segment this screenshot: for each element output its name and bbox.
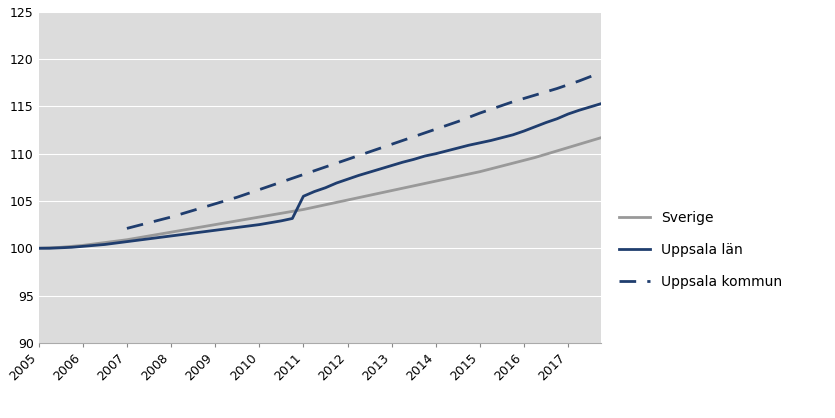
Uppsala kommun	[640, 57, 650, 62]
Uppsala kommun	[199, 205, 209, 210]
Uppsala kommun	[442, 123, 452, 128]
Legend: Sverige, Uppsala län, Uppsala kommun: Sverige, Uppsala län, Uppsala kommun	[614, 206, 787, 295]
Uppsala kommun	[431, 127, 441, 132]
Uppsala kommun	[276, 180, 286, 185]
Uppsala kommun	[607, 66, 617, 71]
Uppsala kommun	[365, 149, 375, 154]
Uppsala kommun	[508, 99, 518, 104]
Uppsala kommun	[342, 157, 352, 162]
Uppsala län	[640, 89, 650, 94]
Sverige	[607, 134, 617, 139]
Uppsala kommun	[475, 111, 485, 116]
Uppsala kommun	[221, 198, 231, 203]
Uppsala kommun	[463, 115, 473, 120]
Uppsala kommun	[552, 86, 562, 91]
Sverige	[33, 246, 43, 251]
Uppsala kommun	[144, 220, 154, 225]
Uppsala län	[740, 43, 750, 48]
Sverige	[376, 191, 386, 196]
Uppsala kommun	[331, 161, 342, 166]
Uppsala kommun	[596, 70, 606, 75]
Uppsala kommun	[232, 195, 242, 200]
Uppsala kommun	[266, 184, 276, 189]
Uppsala kommun	[210, 201, 220, 206]
Uppsala kommun	[486, 107, 496, 112]
Line: Uppsala kommun: Uppsala kommun	[127, 58, 656, 228]
Line: Uppsala län: Uppsala län	[38, 45, 745, 248]
Uppsala län	[199, 229, 209, 234]
Uppsala län	[331, 181, 342, 186]
Line: Sverige: Sverige	[38, 136, 612, 248]
Uppsala kommun	[133, 223, 143, 228]
Uppsala kommun	[630, 59, 640, 64]
Sverige	[365, 193, 375, 198]
Uppsala kommun	[453, 119, 463, 124]
Uppsala kommun	[287, 176, 297, 181]
Uppsala kommun	[618, 62, 628, 67]
Uppsala kommun	[563, 82, 573, 87]
Uppsala kommun	[298, 172, 308, 177]
Uppsala län	[33, 246, 43, 251]
Uppsala län	[397, 160, 407, 165]
Uppsala kommun	[530, 93, 540, 98]
Uppsala kommun	[321, 164, 331, 169]
Uppsala kommun	[387, 142, 397, 147]
Uppsala kommun	[255, 187, 265, 192]
Sverige	[188, 226, 198, 231]
Uppsala kommun	[541, 89, 551, 94]
Uppsala kommun	[408, 134, 418, 139]
Uppsala kommun	[420, 130, 430, 135]
Sverige	[541, 152, 551, 157]
Uppsala kommun	[497, 103, 507, 108]
Uppsala kommun	[155, 217, 165, 222]
Uppsala kommun	[122, 226, 132, 231]
Uppsala kommun	[376, 145, 386, 150]
Uppsala kommun	[177, 211, 187, 216]
Uppsala kommun	[353, 153, 363, 158]
Uppsala kommun	[519, 96, 529, 101]
Uppsala kommun	[397, 138, 407, 143]
Uppsala kommun	[585, 74, 595, 79]
Uppsala kommun	[188, 208, 198, 213]
Sverige	[475, 169, 485, 174]
Uppsala kommun	[651, 56, 661, 61]
Uppsala län	[717, 52, 727, 57]
Uppsala län	[243, 224, 253, 229]
Uppsala kommun	[243, 191, 253, 196]
Uppsala kommun	[166, 214, 176, 219]
Sverige	[397, 186, 407, 191]
Uppsala kommun	[574, 79, 584, 84]
Uppsala kommun	[310, 168, 320, 173]
